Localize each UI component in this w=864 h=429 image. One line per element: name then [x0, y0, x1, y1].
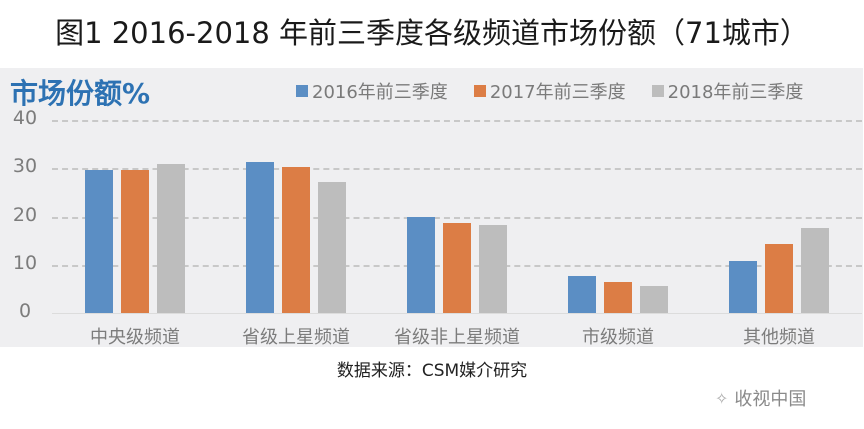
gridline: [52, 120, 862, 122]
y-tick-label: 10: [12, 251, 38, 274]
bar: [765, 243, 793, 313]
legend-item: 2016年前三季度: [296, 78, 448, 104]
chart-panel: 市场份额% 2016年前三季度 2017年前三季度 2018年前三季度 0 10 20 3…: [0, 68, 863, 348]
bar: [157, 164, 185, 313]
plot-area: 0 10 20 30 40 中央级频道 省级上星频道 省级非上星频道 市级频道 其他频道: [0, 68, 863, 348]
bar: [246, 162, 274, 313]
bar: [85, 170, 113, 313]
bar: [568, 276, 596, 313]
x-category-label: 省级非上星频道: [394, 327, 520, 348]
bar: [604, 281, 632, 313]
bar: [729, 260, 757, 313]
y-tick-label: 0: [18, 300, 32, 322]
legend-item: 2018年前三季度: [651, 78, 804, 104]
legend: 2016年前三季度 2017年前三季度 2018年前三季度: [296, 78, 803, 104]
bar: [407, 217, 435, 313]
bar: [443, 223, 471, 313]
bar: [801, 227, 829, 313]
legend-label: 2017年前三季度: [489, 82, 626, 103]
bar: [479, 224, 507, 313]
legend-label: 2016年前三季度: [312, 82, 448, 103]
y-tick-label: 20: [12, 203, 38, 226]
watermark: ✧ 收视中国: [715, 385, 806, 411]
data-source-note: 数据来源：CSM媒介研究: [336, 361, 528, 381]
legend-swatch-icon: [473, 85, 486, 97]
y-tick-label: 40: [12, 107, 38, 129]
legend-label: 2018年前三季度: [667, 82, 804, 103]
figure-title: 图1 2016-2018 年前三季度各级频道市场份额（71城市）: [55, 16, 809, 50]
legend-swatch-icon: [651, 85, 664, 97]
x-category-label: 市级频道: [582, 327, 654, 348]
legend-swatch-icon: [296, 85, 308, 97]
bar: [282, 167, 310, 313]
gridline: [52, 168, 862, 171]
bar: [640, 286, 668, 313]
bar: [121, 169, 149, 313]
bar: [318, 182, 346, 313]
watermark-text: 收视中国: [734, 389, 807, 410]
x-category-label: 省级上星频道: [242, 327, 350, 348]
gridline: [52, 216, 862, 219]
y-axis-title: 市场份额%: [10, 77, 151, 110]
x-category-label: 其他频道: [743, 327, 815, 348]
x-category-label: 中央级频道: [90, 327, 180, 348]
legend-item: 2017年前三季度: [473, 78, 626, 104]
x-axis-line: [52, 313, 862, 314]
bird-logo-icon: ✧: [715, 388, 729, 408]
y-tick-label: 30: [12, 155, 38, 178]
